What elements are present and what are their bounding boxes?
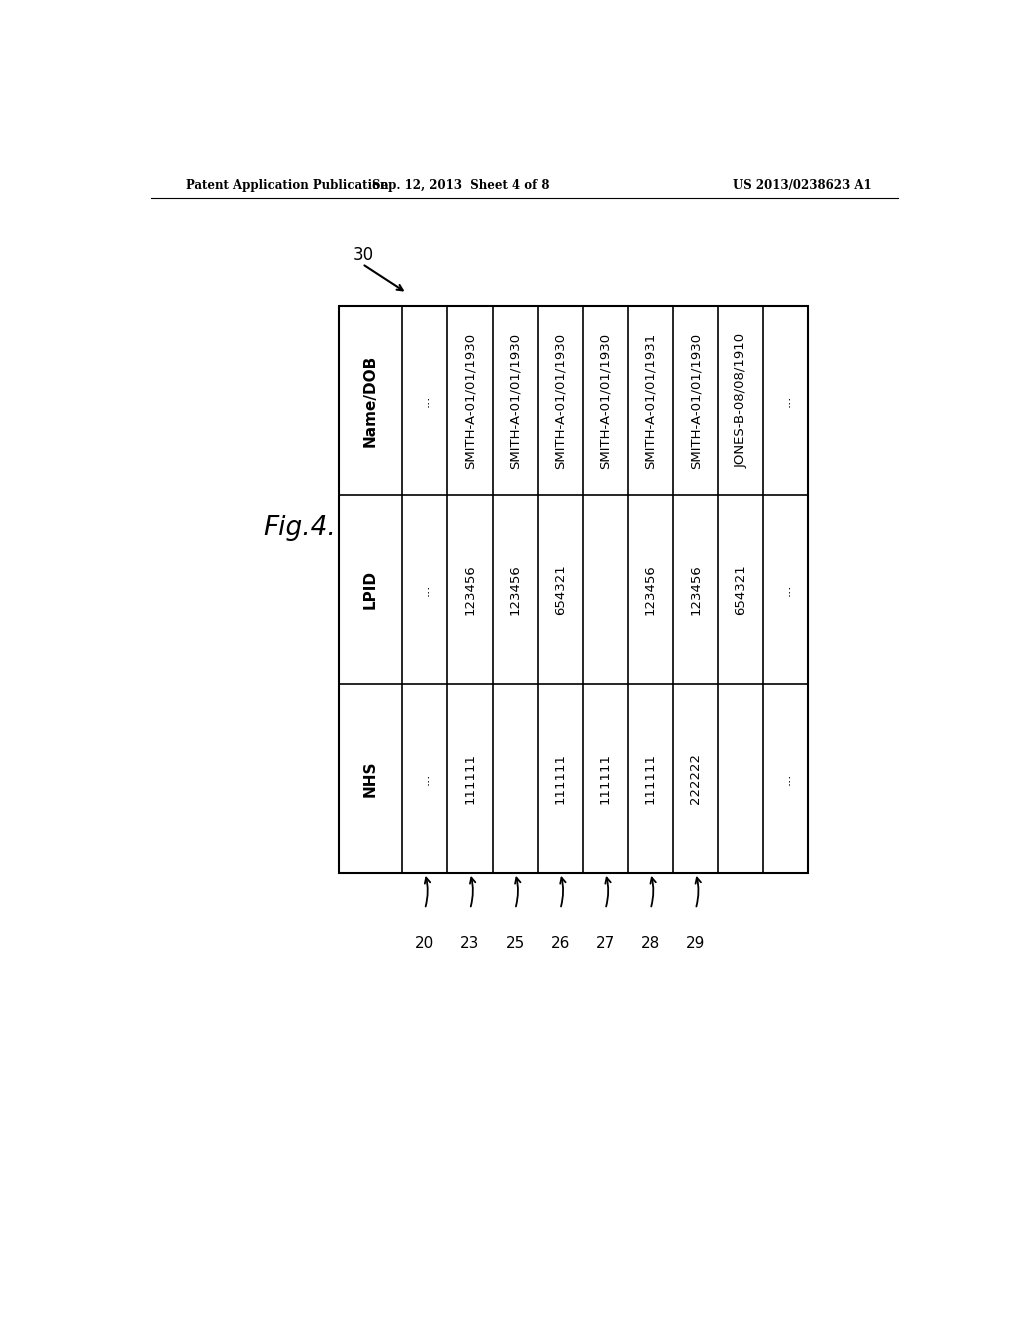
Text: 654321: 654321 <box>554 564 566 615</box>
Text: ...: ... <box>779 772 793 784</box>
Text: SMITH-A-01/01/1930: SMITH-A-01/01/1930 <box>599 333 612 469</box>
Text: 111111: 111111 <box>599 752 612 804</box>
Text: 654321: 654321 <box>734 564 748 615</box>
Text: 123456: 123456 <box>644 564 657 615</box>
Text: 26: 26 <box>551 936 570 952</box>
Text: Name/DOB: Name/DOB <box>364 355 378 446</box>
Text: SMITH-A-01/01/1930: SMITH-A-01/01/1930 <box>509 333 521 469</box>
Text: 28: 28 <box>641 936 660 952</box>
Text: 23: 23 <box>461 936 479 952</box>
Text: 123456: 123456 <box>464 564 476 615</box>
Text: 111111: 111111 <box>554 752 566 804</box>
Text: JONES-B-08/08/1910: JONES-B-08/08/1910 <box>734 333 748 469</box>
Text: SMITH-A-01/01/1930: SMITH-A-01/01/1930 <box>554 333 566 469</box>
Text: ...: ... <box>419 772 431 784</box>
Text: 20: 20 <box>416 936 434 952</box>
Text: 30: 30 <box>352 246 374 264</box>
Text: US 2013/0238623 A1: US 2013/0238623 A1 <box>733 178 872 191</box>
Text: 27: 27 <box>596 936 615 952</box>
Text: ...: ... <box>779 395 793 407</box>
Text: SMITH-A-01/01/1930: SMITH-A-01/01/1930 <box>464 333 476 469</box>
Text: 123456: 123456 <box>509 564 521 615</box>
Text: ...: ... <box>419 395 431 407</box>
Text: Patent Application Publication: Patent Application Publication <box>186 178 389 191</box>
Text: ...: ... <box>779 583 793 595</box>
Text: 111111: 111111 <box>464 752 476 804</box>
Text: SMITH-A-01/01/1930: SMITH-A-01/01/1930 <box>689 333 702 469</box>
Text: 25: 25 <box>506 936 524 952</box>
Text: SMITH-A-01/01/1931: SMITH-A-01/01/1931 <box>644 333 657 469</box>
Bar <box>339 306 809 873</box>
Text: NHS: NHS <box>364 760 378 797</box>
Text: LPID: LPID <box>364 570 378 609</box>
Text: 123456: 123456 <box>689 564 702 615</box>
Text: 222222: 222222 <box>689 752 702 804</box>
Text: 29: 29 <box>686 936 706 952</box>
Text: 111111: 111111 <box>644 752 657 804</box>
Text: Sep. 12, 2013  Sheet 4 of 8: Sep. 12, 2013 Sheet 4 of 8 <box>373 178 550 191</box>
Text: ...: ... <box>419 583 431 595</box>
Text: Fig.4.: Fig.4. <box>263 515 336 541</box>
